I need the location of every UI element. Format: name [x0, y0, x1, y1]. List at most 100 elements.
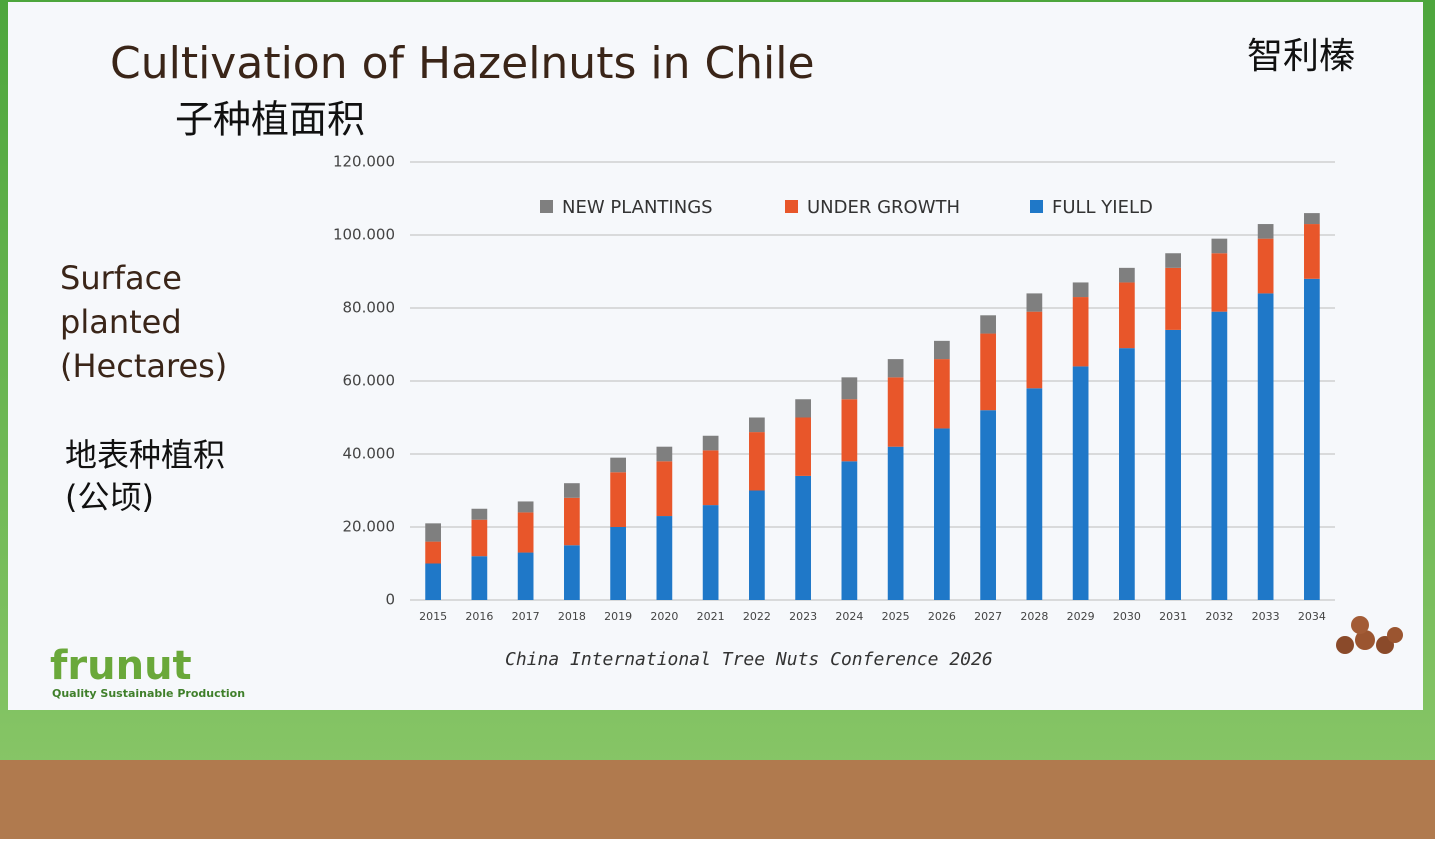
bar-segment — [1119, 267, 1135, 283]
bar-segment — [1072, 366, 1089, 600]
y-label-cn-line: 地表种植积 — [65, 436, 225, 474]
bar-segment — [1165, 267, 1181, 330]
bar-segment — [1257, 224, 1274, 239]
bar-segment — [471, 519, 488, 557]
bar-segment — [610, 472, 626, 527]
bar-segment — [564, 545, 580, 600]
y-label-line: planted — [60, 303, 182, 341]
bar-segment — [656, 461, 673, 517]
chart-subtitle: 子种植面积 — [175, 98, 365, 142]
bar-segment — [934, 359, 950, 429]
bar-segment — [1211, 238, 1228, 254]
logo: frunut — [50, 643, 192, 689]
bar-segment — [1165, 329, 1181, 600]
x-tick-label: 2034 — [1298, 610, 1326, 623]
y-tick-label: 60.000 — [343, 372, 396, 390]
bar-segment — [1026, 311, 1043, 389]
bar-segment — [656, 516, 673, 600]
bar-segment — [425, 523, 441, 542]
x-tick-label: 2015 — [419, 610, 447, 623]
bar-segment — [795, 417, 811, 476]
bar-segment — [841, 399, 858, 462]
bar-segment — [1211, 253, 1228, 312]
x-tick-label: 2018 — [558, 610, 586, 623]
bar-segment — [1026, 293, 1043, 312]
bar-segment — [425, 541, 441, 564]
bar-segment — [887, 377, 904, 447]
legend-label: NEW PLANTINGS — [562, 197, 713, 218]
bar-segment — [702, 450, 719, 506]
x-tick-label: 2023 — [789, 610, 817, 623]
bar-segment — [471, 508, 488, 520]
x-tick-label: 2026 — [928, 610, 956, 623]
bar-segment — [1304, 224, 1320, 279]
legend-swatch — [540, 200, 553, 213]
bar-segment — [1072, 297, 1089, 367]
x-tick-label: 2021 — [697, 610, 725, 623]
nuts-icon — [1336, 616, 1403, 654]
bar-segment — [749, 432, 765, 491]
bar-segment — [841, 377, 858, 400]
bar-segment — [841, 461, 858, 600]
legend-swatch — [785, 200, 798, 213]
footer: China International Tree Nuts Conference… — [505, 649, 993, 670]
x-tick-label: 2020 — [650, 610, 678, 623]
bar-segment — [471, 556, 488, 600]
x-tick-label: 2032 — [1205, 610, 1233, 623]
x-tick-label: 2024 — [835, 610, 863, 623]
y-tick-label: 0 — [385, 591, 395, 609]
x-tick-label: 2030 — [1113, 610, 1141, 623]
bar-segment — [1304, 278, 1320, 600]
x-tick-label: 2033 — [1252, 610, 1280, 623]
x-tick-label: 2019 — [604, 610, 632, 623]
legend-swatch — [1030, 200, 1043, 213]
x-tick-label: 2031 — [1159, 610, 1187, 623]
x-tick-label: 2027 — [974, 610, 1002, 623]
bar-segment — [564, 483, 580, 498]
bar-segment — [517, 552, 534, 600]
y-tick-label: 80.000 — [343, 299, 396, 317]
bar-segment — [934, 340, 950, 360]
bar-segment — [795, 475, 811, 600]
bar-segment — [1257, 238, 1274, 294]
x-tick-label: 2029 — [1067, 610, 1095, 623]
bar-segment — [610, 457, 626, 473]
nuts-strip — [0, 760, 1435, 839]
y-tick-label: 20.000 — [343, 518, 396, 536]
bar-segment — [980, 410, 996, 600]
x-tick-label: 2016 — [465, 610, 493, 623]
y-tick-label: 120.000 — [333, 153, 395, 171]
bar-segment — [980, 333, 996, 411]
chart-title: Cultivation of Hazelnuts in Chile — [110, 38, 815, 89]
bar-segment — [1257, 293, 1274, 600]
bar-segment — [887, 359, 904, 378]
bar-segment — [1119, 282, 1135, 349]
bar-segment — [1304, 213, 1320, 225]
x-tick-label: 2025 — [882, 610, 910, 623]
bar-segment — [934, 428, 950, 600]
y-axis-label: Surface planted (Hectares) 地表种植积 (公顷) — [60, 259, 227, 516]
bar-segment — [1026, 388, 1043, 600]
y-tick-label: 100.000 — [333, 226, 395, 244]
bar-segment — [1072, 282, 1089, 298]
bar-segment — [517, 512, 534, 553]
bar-segment — [656, 446, 673, 462]
y-label-line: (Hectares) — [60, 347, 227, 385]
bar-segment — [749, 490, 765, 600]
y-label-line: Surface — [60, 259, 182, 297]
bar-segment — [702, 435, 719, 451]
y-tick-label: 40.000 — [343, 445, 396, 463]
bar-segment — [749, 417, 765, 433]
bar-segment — [425, 563, 441, 600]
y-label-cn-line: (公顷) — [65, 478, 154, 516]
bar-segment — [517, 501, 534, 513]
bar-segment — [795, 399, 811, 418]
corner-title: 智利榛 — [1247, 36, 1355, 77]
legend-label: FULL YIELD — [1052, 197, 1153, 218]
x-tick-label: 2028 — [1020, 610, 1048, 623]
x-tick-label: 2022 — [743, 610, 771, 623]
bar-segment — [702, 505, 719, 600]
bar-segment — [610, 527, 626, 600]
